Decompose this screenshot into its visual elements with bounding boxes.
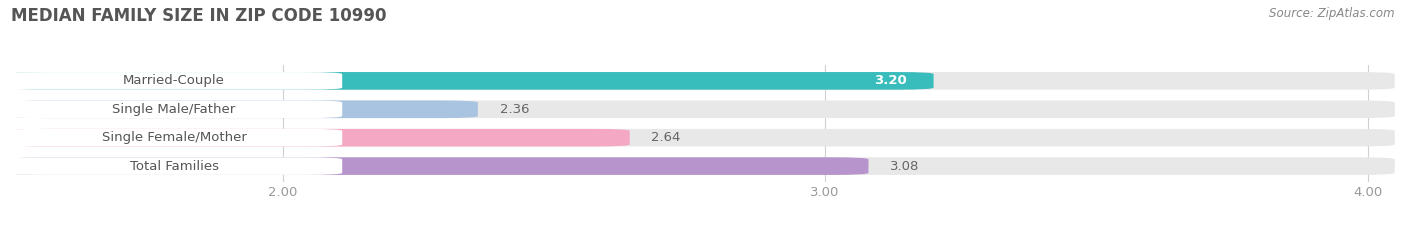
FancyBboxPatch shape [6,72,342,90]
FancyBboxPatch shape [6,157,342,175]
Text: Source: ZipAtlas.com: Source: ZipAtlas.com [1270,7,1395,20]
Text: 2.36: 2.36 [499,103,529,116]
Text: MEDIAN FAMILY SIZE IN ZIP CODE 10990: MEDIAN FAMILY SIZE IN ZIP CODE 10990 [11,7,387,25]
Text: Single Female/Mother: Single Female/Mother [101,131,246,144]
FancyBboxPatch shape [11,129,1395,147]
Text: Single Male/Father: Single Male/Father [112,103,236,116]
FancyBboxPatch shape [11,100,1395,118]
FancyBboxPatch shape [11,72,1395,90]
FancyBboxPatch shape [11,157,869,175]
FancyBboxPatch shape [11,157,1395,175]
Text: Married-Couple: Married-Couple [124,74,225,87]
FancyBboxPatch shape [6,129,342,147]
Text: 2.64: 2.64 [651,131,681,144]
FancyBboxPatch shape [11,129,630,147]
Text: Total Families: Total Families [129,160,218,173]
FancyBboxPatch shape [6,100,342,118]
Text: 3.08: 3.08 [890,160,920,173]
FancyBboxPatch shape [11,72,934,90]
Text: 3.20: 3.20 [873,74,907,87]
FancyBboxPatch shape [11,100,478,118]
